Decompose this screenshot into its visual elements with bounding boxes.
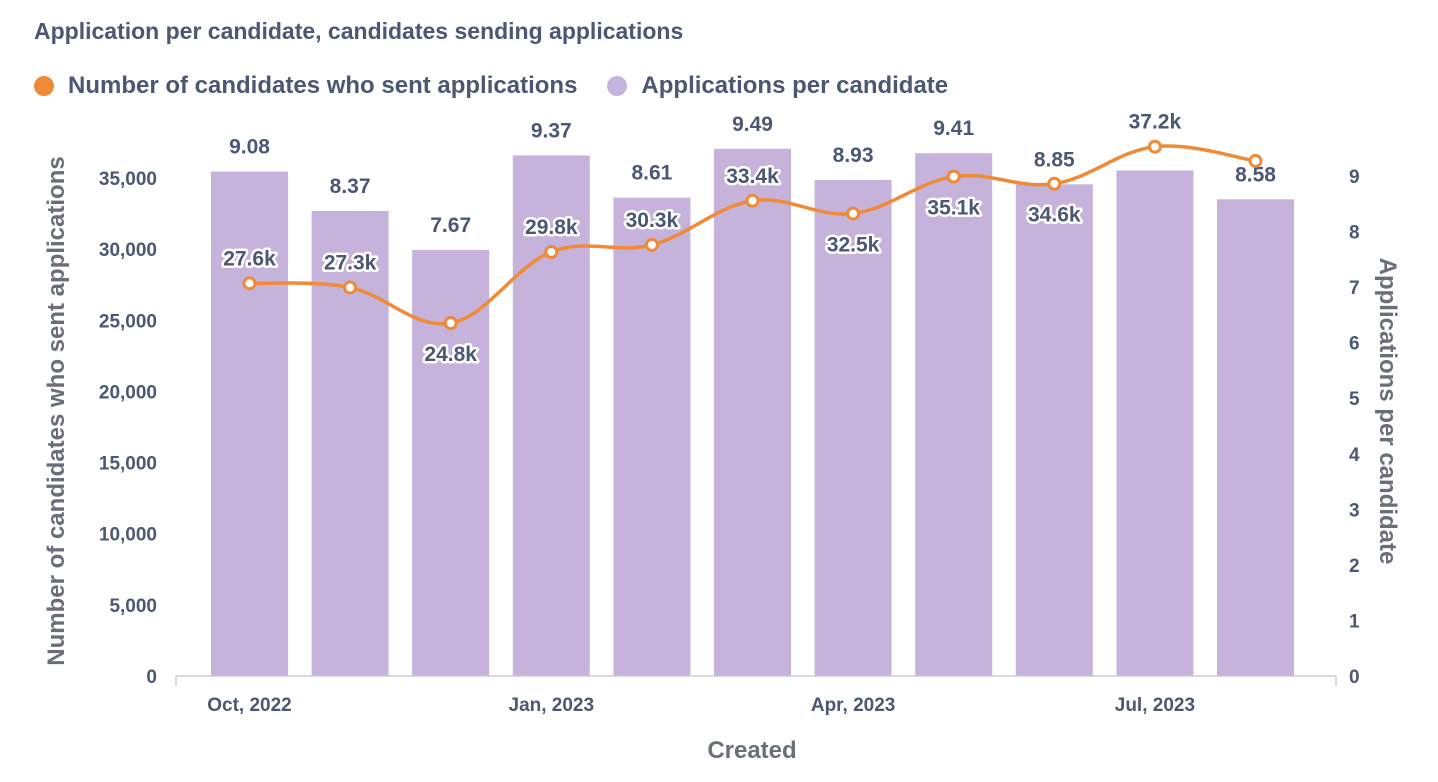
- y-left-tick: 35,000: [99, 169, 157, 190]
- bar-value-label: 9.41: [933, 117, 974, 140]
- y-right-tick: 7: [1349, 278, 1360, 299]
- y-left-tick: 30,000: [99, 240, 157, 261]
- line-value-label: 37.2k: [1129, 111, 1182, 134]
- line-point-5[interactable]: [644, 237, 659, 252]
- y-right-axis-title: Applications per candidate: [1374, 258, 1401, 565]
- x-tick-label: Oct, 2022: [207, 695, 292, 716]
- legend-item-applications[interactable]: Applications per candidate: [607, 72, 948, 100]
- legend-label-candidates: Number of candidates who sent applicatio…: [68, 72, 578, 99]
- bar-5[interactable]: [613, 197, 691, 676]
- chart-title: Application per candidate, candidates se…: [34, 18, 684, 44]
- y-right-tick: 8: [1349, 223, 1360, 244]
- legend-label-applications: Applications per candidate: [641, 72, 949, 99]
- y-right-tick: 4: [1349, 445, 1360, 466]
- bar-value-label: 9.37: [531, 119, 572, 142]
- bar-value-label: 8.37: [330, 175, 371, 198]
- bar-11[interactable]: [1217, 199, 1294, 677]
- bar-8[interactable]: [915, 153, 993, 676]
- x-tick-label: Apr, 2023: [811, 695, 896, 716]
- line-point-2[interactable]: [343, 280, 358, 295]
- y-left-tick: 25,000: [99, 311, 157, 332]
- y-left-tick: 5,000: [109, 596, 157, 617]
- line-point-11[interactable]: [1248, 153, 1263, 168]
- line-value-label: 35.1k: [927, 197, 980, 220]
- y-right-tick: 1: [1349, 611, 1360, 632]
- line-value-label: 30.3k: [626, 209, 679, 232]
- x-tick-label: Jul, 2023: [1115, 695, 1195, 716]
- y-right-tick: 5: [1349, 389, 1360, 410]
- y-left-tick: 10,000: [99, 525, 157, 546]
- line-point-9[interactable]: [1047, 176, 1062, 191]
- legend-dot-candidates: [34, 76, 54, 96]
- bar-value-label: 9.49: [732, 113, 773, 136]
- y-left-tick: 20,000: [99, 382, 157, 403]
- legend-dot-applications: [607, 76, 628, 96]
- y-right-tick: 9: [1349, 167, 1360, 188]
- bar-7[interactable]: [814, 179, 892, 676]
- y-left-axis-title: Number of candidates who sent applicatio…: [43, 156, 70, 665]
- bar-9[interactable]: [1015, 184, 1093, 677]
- line-value-label: 33.4k: [726, 165, 779, 188]
- line-value-label: 24.8k: [424, 343, 477, 366]
- bar-1[interactable]: [211, 171, 288, 677]
- line-value-label: 34.6k: [1028, 204, 1081, 227]
- line-point-7[interactable]: [846, 206, 861, 221]
- legend-item-candidates[interactable]: Number of candidates who sent applicatio…: [34, 72, 577, 100]
- line-point-3[interactable]: [443, 316, 458, 331]
- x-tick-label: Jan, 2023: [509, 695, 595, 716]
- line-point-6[interactable]: [745, 193, 760, 208]
- y-left-tick: 0: [146, 667, 157, 688]
- y-right-tick: 3: [1349, 500, 1360, 521]
- bar-labels-layer: 9.08 8.37 7.67 9.37 8.61 9.49 8.93 9.41 8.85 8.58: [229, 113, 1276, 237]
- line-point-4[interactable]: [544, 244, 559, 259]
- line-labels-layer: 27.6k 27.3k 24.8k 29.8k 30.3k 33.4k 32.5k 35.1k…: [221, 108, 1184, 368]
- line-value-label: 29.8k: [525, 216, 578, 239]
- line-point-1[interactable]: [242, 276, 257, 291]
- bar-4[interactable]: [512, 155, 590, 676]
- bar-value-label: 8.61: [631, 162, 672, 185]
- bar-10[interactable]: [1116, 170, 1194, 676]
- bars-layer: [211, 148, 1294, 677]
- bar-value-label: 8.85: [1034, 148, 1075, 171]
- bar-value-label: 8.58: [1235, 163, 1276, 186]
- bar-3[interactable]: [412, 249, 490, 676]
- bar-value-label: 7.67: [430, 214, 471, 237]
- bar-value-label: 9.08: [229, 136, 270, 159]
- y-right-tick: 6: [1349, 334, 1360, 355]
- y-right-tick: 2: [1349, 556, 1360, 577]
- line-value-label: 27.6k: [223, 247, 276, 270]
- y-right-tick: 0: [1349, 667, 1360, 688]
- bar-value-label: 8.93: [833, 144, 874, 167]
- legend: Number of candidates who sent applicatio…: [34, 70, 978, 102]
- y-left-tick: 15,000: [99, 454, 157, 475]
- line-point-10[interactable]: [1147, 139, 1162, 154]
- line-layer: [242, 139, 1263, 331]
- line-value-label: 32.5k: [827, 234, 880, 257]
- axes-layer: 0 5,000 10,000 15,000 20,000 25,000 30,000 35,0…: [43, 156, 1401, 764]
- line-point-8[interactable]: [946, 169, 961, 184]
- line-value-label: 27.3k: [324, 252, 377, 275]
- x-axis-title: Created: [707, 737, 796, 764]
- bar-6[interactable]: [714, 148, 791, 676]
